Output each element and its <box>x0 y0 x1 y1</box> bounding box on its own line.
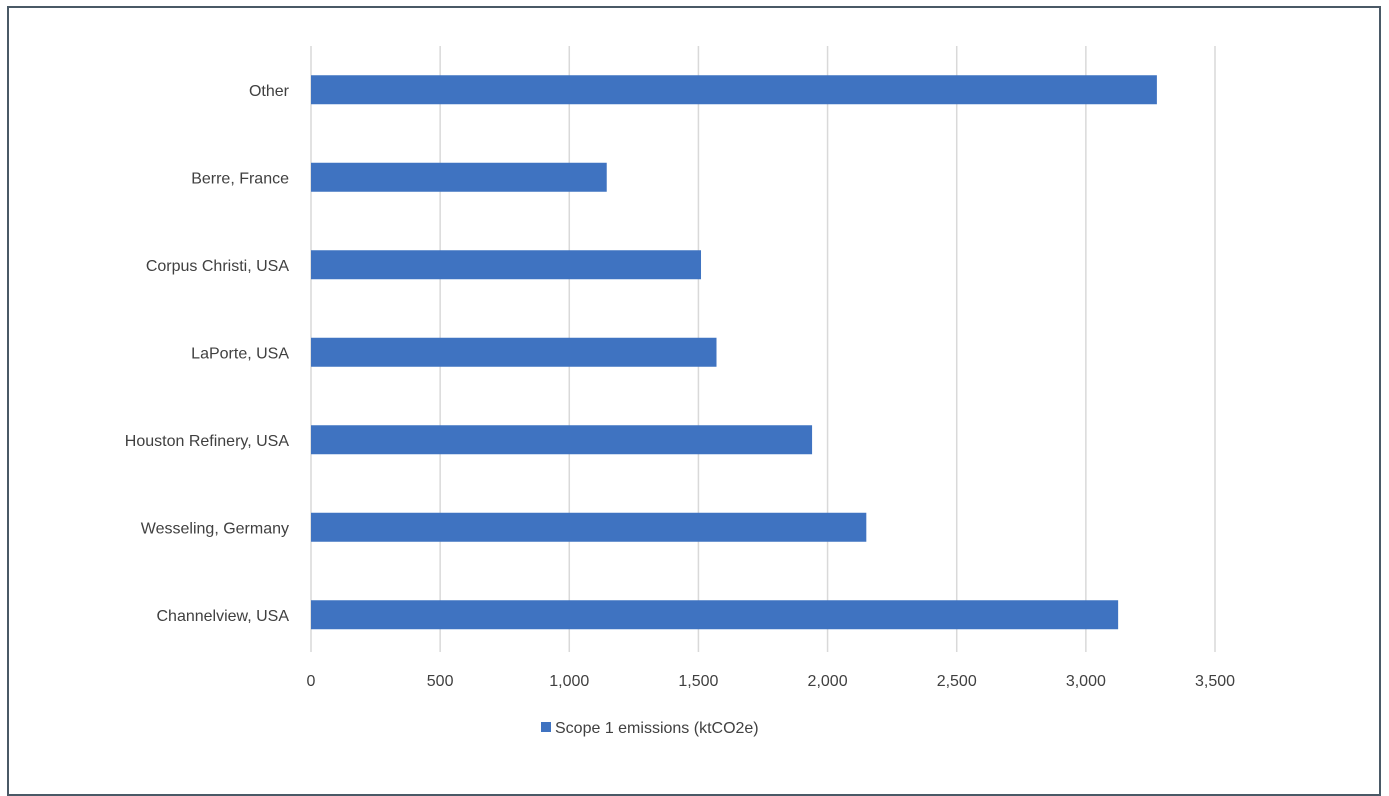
x-tick-label: 2,000 <box>808 673 848 690</box>
category-label: Berre, France <box>191 170 289 187</box>
category-label: Wesseling, Germany <box>141 520 289 537</box>
bars <box>311 75 1157 630</box>
gridlines <box>310 46 1216 652</box>
x-tick-label: 3,500 <box>1195 673 1235 690</box>
chart-frame <box>7 6 1381 796</box>
bar <box>311 512 867 542</box>
bar <box>311 250 702 280</box>
x-tick-label: 0 <box>307 673 316 690</box>
bar <box>311 162 607 192</box>
category-label: Houston Refinery, USA <box>125 433 290 450</box>
x-tick-labels: 0 500 1,000 1,500 2,000 2,500 3,000 3,500 <box>307 673 1236 690</box>
category-label: Other <box>249 83 290 100</box>
x-tick-label: 2,500 <box>937 673 977 690</box>
x-tick-label: 1,000 <box>549 673 589 690</box>
legend-swatch <box>541 722 551 732</box>
category-label: Corpus Christi, USA <box>146 258 289 275</box>
x-tick-label: 500 <box>427 673 454 690</box>
category-label: Channelview, USA <box>156 608 289 625</box>
bar <box>311 337 717 367</box>
category-labels: Other Berre, France Corpus Christi, USA LaP… <box>125 83 290 625</box>
bar <box>311 600 1119 630</box>
legend: Scope 1 emissions (ktCO2e) <box>541 720 759 737</box>
x-tick-label: 3,000 <box>1066 673 1106 690</box>
x-tick-label: 1,500 <box>678 673 718 690</box>
bar <box>311 75 1157 105</box>
legend-label: Scope 1 emissions (ktCO2e) <box>555 720 759 737</box>
category-label: LaPorte, USA <box>191 345 289 362</box>
bar <box>311 425 813 455</box>
